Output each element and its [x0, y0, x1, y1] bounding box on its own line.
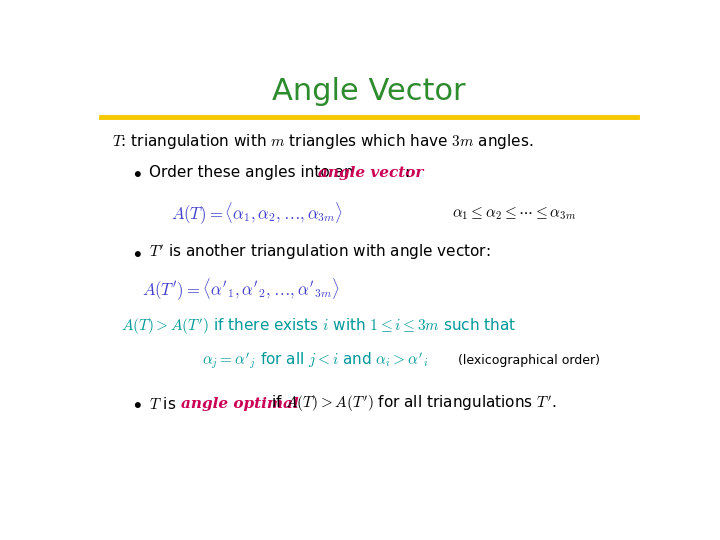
Text: $A(T') = \langle\alpha'_1, \alpha'_2, \ldots, \alpha'_{3m}\rangle$: $A(T') = \langle\alpha'_1, \alpha'_2, \l…	[142, 276, 340, 302]
Text: $T$ is: $T$ is	[148, 396, 176, 411]
Text: (lexicographical order): (lexicographical order)	[459, 354, 600, 367]
Text: $T$: triangulation with $m$ triangles which have $3m$ angles.: $T$: triangulation with $m$ triangles wh…	[112, 132, 534, 151]
Text: $\bullet$: $\bullet$	[133, 245, 142, 260]
Text: if $A(T) > A(T')$ for all triangulations $T'$.: if $A(T) > A(T')$ for all triangulations…	[271, 394, 557, 414]
Text: $A(T) > A(T')$ if there exists $i$ with $1 \leq i \leq 3m$ such that: $A(T) > A(T')$ if there exists $i$ with …	[121, 316, 516, 337]
Text: :: :	[405, 165, 410, 180]
Text: $A(T) = \langle\alpha_1, \alpha_2, \ldots, \alpha_{3m}\rangle$: $A(T) = \langle\alpha_1, \alpha_2, \ldot…	[171, 200, 343, 226]
Text: angle optimal: angle optimal	[181, 397, 299, 411]
Text: angle vector: angle vector	[318, 166, 423, 180]
Text: $\alpha_j = \alpha'_j$ for all $j < i$ and $\alpha_i > \alpha'_i$: $\alpha_j = \alpha'_j$ for all $j < i$ a…	[202, 350, 428, 371]
Text: Order these angles into an: Order these angles into an	[148, 165, 358, 180]
Text: $\bullet$: $\bullet$	[133, 396, 142, 411]
Text: $T'$ is another triangulation with angle vector:: $T'$ is another triangulation with angle…	[148, 243, 490, 262]
Text: Angle Vector: Angle Vector	[272, 77, 466, 106]
Text: $\alpha_1 \leq \alpha_2 \leq \cdots \leq \alpha_{3m}$: $\alpha_1 \leq \alpha_2 \leq \cdots \leq…	[452, 205, 576, 221]
Text: $\bullet$: $\bullet$	[133, 165, 142, 180]
